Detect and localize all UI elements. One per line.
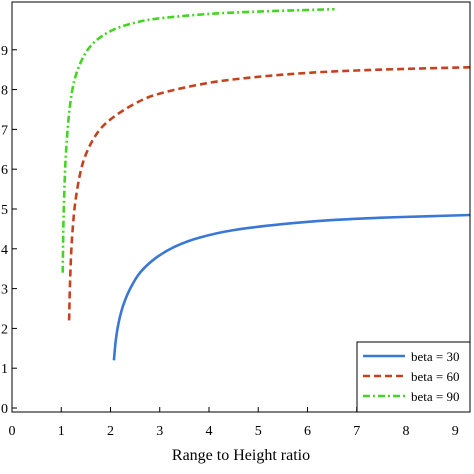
y-tick-label: 4: [1, 243, 8, 258]
legend-label-1: beta = 30: [411, 349, 459, 364]
x-tick-label: 8: [402, 424, 409, 439]
y-tick-label: 6: [1, 163, 8, 178]
x-tick-label: 1: [58, 424, 65, 439]
y-tick-label: 0: [1, 402, 8, 417]
y-tick-label: 3: [1, 283, 8, 298]
y-tick-label: 2: [1, 322, 8, 337]
x-axis-title: Range to Height ratio: [172, 447, 310, 464]
y-tick-label: 1: [1, 362, 8, 377]
x-tick-label: 5: [255, 424, 262, 439]
x-tick-label: 9: [452, 424, 459, 439]
x-tick-label: 6: [304, 424, 311, 439]
plot-frame: [11, 1, 471, 413]
series-line-1: [112, 213, 471, 361]
legend-label-3: beta = 90: [411, 389, 459, 404]
y-tick-label: 9: [1, 44, 8, 59]
series-line-2: [67, 66, 471, 321]
x-tick-label: 4: [205, 424, 212, 439]
series-layer: [61, 7, 471, 361]
x-tick-label: 3: [156, 424, 163, 439]
y-tick-label: 5: [1, 203, 8, 218]
legend-label-2: beta = 60: [411, 369, 459, 384]
y-tick-label: 7: [1, 123, 8, 138]
x-tick-label: 7: [353, 424, 360, 439]
y-tick-label: 8: [1, 84, 8, 99]
series-line-3: [61, 7, 335, 273]
legend-entries: beta = 30 beta = 60 beta = 90: [363, 349, 459, 404]
legend: beta = 30 beta = 60 beta = 90: [356, 341, 471, 413]
x-tick-label: 2: [107, 424, 114, 439]
x-tick-label: 0: [9, 424, 16, 439]
y-axis-ticks: 0 1 2 3 4 5 6 7 8 9: [1, 44, 17, 417]
